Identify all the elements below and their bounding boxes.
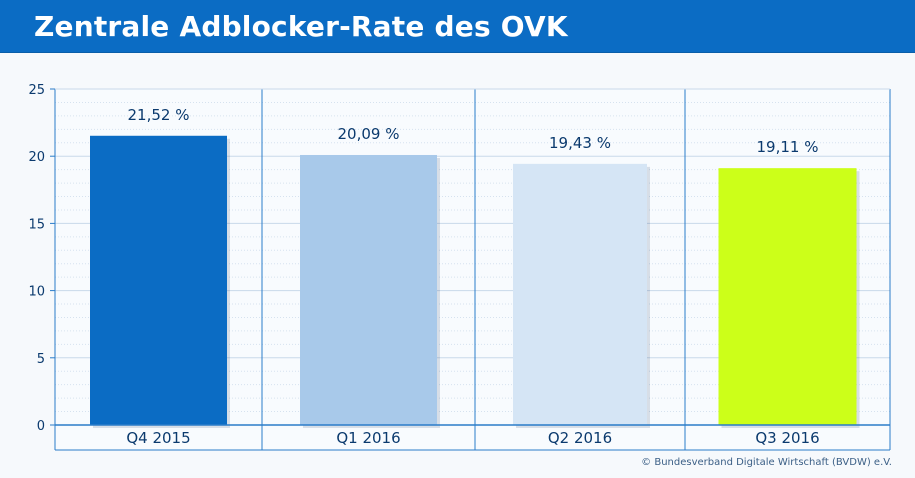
- data-label: 20,09 %: [338, 125, 400, 143]
- data-label: 19,43 %: [549, 134, 611, 152]
- y-tick-label: 20: [28, 150, 45, 165]
- data-label: 19,11 %: [757, 138, 819, 156]
- x-tick-label: Q1 2016: [336, 429, 400, 447]
- x-tick-label: Q3 2016: [755, 429, 819, 447]
- y-tick-label: 10: [28, 285, 45, 300]
- bar: [513, 163, 647, 426]
- y-tick-label: 25: [28, 83, 45, 98]
- data-label: 21,52 %: [128, 106, 190, 124]
- bar: [718, 168, 857, 425]
- y-tick-label: 0: [37, 419, 45, 434]
- y-tick-label: 5: [37, 352, 45, 367]
- y-tick-label: 15: [28, 217, 45, 232]
- bar: [300, 154, 437, 425]
- bar: [90, 135, 227, 426]
- header-bar: Zentrale Adblocker-Rate des OVK: [0, 0, 915, 53]
- x-tick-label: Q4 2015: [126, 429, 190, 447]
- chart-title: Zentrale Adblocker-Rate des OVK: [34, 10, 568, 43]
- copyright-note: © Bundesverband Digitale Wirtschaft (BVD…: [641, 457, 892, 468]
- x-tick-label: Q2 2016: [548, 429, 612, 447]
